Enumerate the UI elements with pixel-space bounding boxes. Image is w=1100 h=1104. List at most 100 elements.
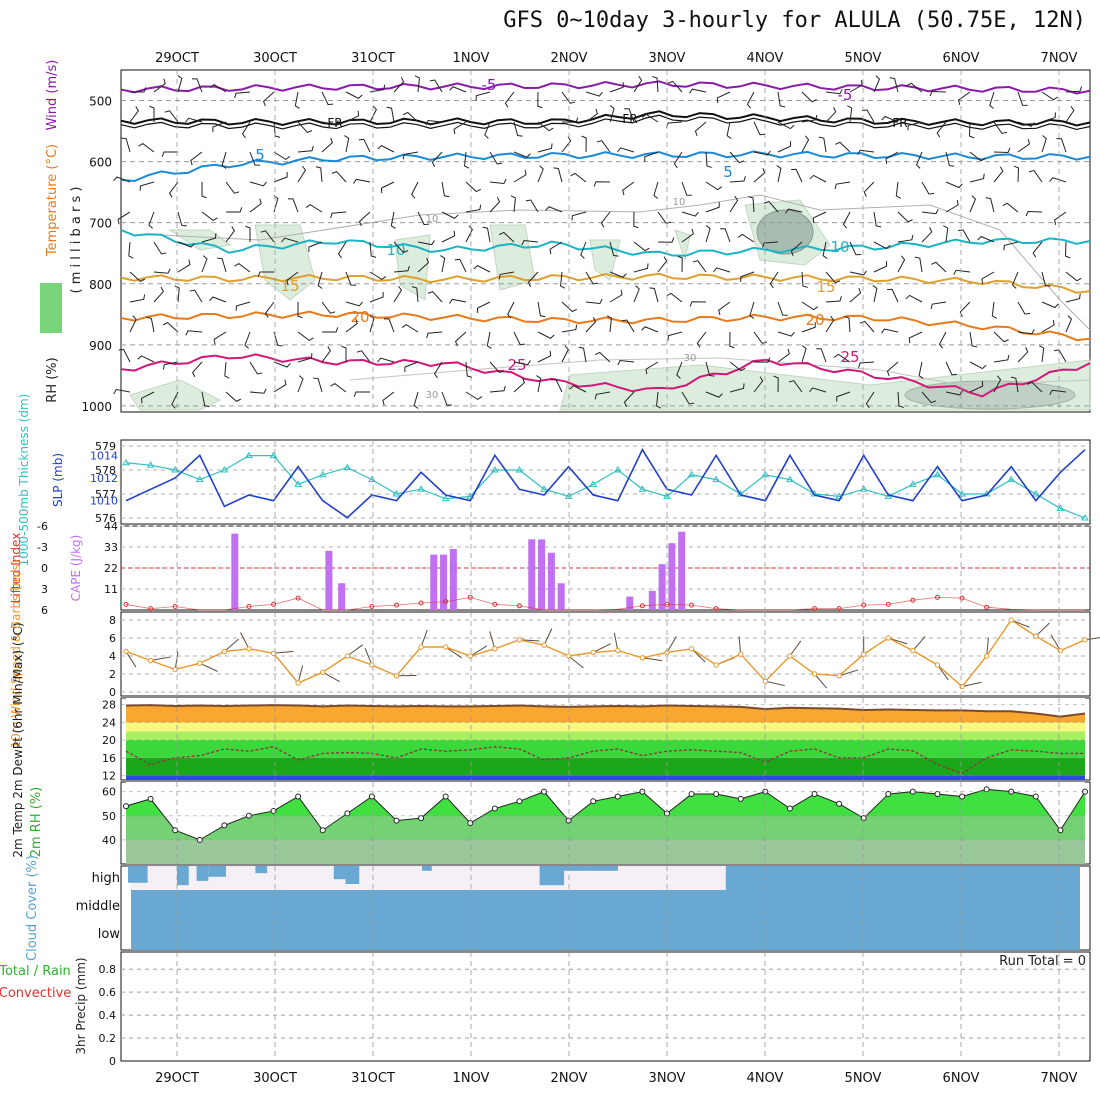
wind-barb xyxy=(114,390,130,394)
wind-barb xyxy=(959,92,970,105)
wind-barb xyxy=(727,122,731,138)
wind-barb xyxy=(994,355,1009,362)
wind-barb xyxy=(298,332,313,340)
wind-barb xyxy=(250,362,262,374)
wind10-barb xyxy=(614,633,617,651)
wind10-barb xyxy=(642,658,662,661)
wind-barb xyxy=(562,346,568,362)
wind-barb xyxy=(1056,139,1066,152)
wind-barb xyxy=(129,242,133,258)
wind10-marker xyxy=(493,647,497,651)
wind-barb xyxy=(719,302,730,315)
wind-barb xyxy=(331,384,346,392)
ytick-li: 0 xyxy=(41,562,48,575)
contour-label-10: 10 xyxy=(673,197,686,208)
ytick-rh: 40 xyxy=(102,834,116,847)
wind10-marker xyxy=(468,654,472,658)
wind10-marker xyxy=(911,648,915,652)
wind-barb xyxy=(717,92,730,103)
wind10-barb xyxy=(765,681,784,685)
wind10-barb xyxy=(544,629,552,646)
wind-barb xyxy=(450,87,466,92)
wind-barb xyxy=(667,293,682,302)
wind10-marker xyxy=(812,672,816,676)
ytick-pressure: 900 xyxy=(89,339,112,353)
wind-barb xyxy=(706,226,710,242)
wind10-marker xyxy=(124,649,128,653)
wind10-marker xyxy=(640,656,644,660)
contour-label-15: 15 xyxy=(280,277,299,295)
ytick-rh: 50 xyxy=(102,810,116,823)
wind-barb xyxy=(121,138,130,152)
wind-barb xyxy=(668,332,682,341)
cloud-high-block xyxy=(177,866,189,885)
wind10-marker xyxy=(616,648,620,652)
wind10-marker xyxy=(321,670,325,674)
wind-barb xyxy=(178,212,187,226)
wind10-marker xyxy=(198,661,202,665)
ytick-wind10: 4 xyxy=(109,650,116,663)
cloud-high-block xyxy=(589,866,618,871)
date-label-top: 2NOV xyxy=(551,51,588,66)
ytick-temp: 28 xyxy=(102,699,116,712)
wind10-barb xyxy=(569,656,584,668)
wind-barb xyxy=(538,92,543,108)
wind-barb xyxy=(714,268,730,272)
wind-barb xyxy=(274,196,278,212)
wind-barb xyxy=(946,200,958,212)
date-label-bottom: 5NOV xyxy=(845,1071,882,1086)
contour-label-5: 5 xyxy=(723,163,733,181)
wind10-marker xyxy=(345,654,349,658)
wind-barb xyxy=(690,302,706,307)
series-li xyxy=(126,597,1085,610)
date-label-bottom: 6NOV xyxy=(943,1071,980,1086)
date-label-bottom: 1NOV xyxy=(453,1071,490,1086)
axis-label-millibars: ( m i l l i b a r s ) xyxy=(69,187,84,294)
wind-barb xyxy=(994,332,1009,342)
wind-barb xyxy=(994,122,1007,133)
ytick-temp: 20 xyxy=(102,734,116,747)
wind-barb xyxy=(601,212,610,227)
wind-barb xyxy=(536,376,540,392)
wind-barb xyxy=(826,107,836,122)
ytick-pressure: 500 xyxy=(89,95,112,109)
wind10-barb xyxy=(347,645,363,656)
rh-marker xyxy=(394,818,399,823)
wind-barb xyxy=(695,122,706,136)
wind-barb xyxy=(505,92,514,107)
wind10-marker xyxy=(1083,638,1087,642)
wind-barb xyxy=(890,78,898,92)
thickness-marker xyxy=(123,460,129,465)
rh-marker xyxy=(935,792,940,797)
wind-barb xyxy=(819,137,826,152)
rh-marker xyxy=(886,792,891,797)
wind-barb xyxy=(455,259,466,272)
wind10-marker xyxy=(1009,618,1013,622)
wind-barb xyxy=(649,288,658,302)
wind10-barb xyxy=(151,657,171,660)
wind-barb xyxy=(119,350,130,362)
wind-barb xyxy=(682,182,692,195)
wind-barb xyxy=(690,89,706,93)
wind10-marker xyxy=(1034,634,1038,638)
axis-label-rh: RH (%) xyxy=(45,357,60,402)
wind-barb xyxy=(236,302,250,311)
wind-barb xyxy=(538,302,545,317)
wind-barb xyxy=(930,92,946,97)
rh-marker xyxy=(837,801,842,806)
wind-barb xyxy=(387,107,394,122)
wind-barb xyxy=(538,166,543,182)
wind10-marker xyxy=(984,654,988,658)
ytick-rh: 60 xyxy=(102,786,116,799)
wind-barb xyxy=(298,146,313,152)
wind-barb xyxy=(1003,203,1018,212)
wind-barb xyxy=(546,207,562,212)
wind-barb xyxy=(623,182,634,195)
wind-barb xyxy=(138,356,154,362)
ytick-li: 6 xyxy=(41,604,48,617)
wind-barb xyxy=(850,288,861,302)
wind-barb xyxy=(658,212,671,223)
wind-barb xyxy=(954,270,970,274)
wind10-marker xyxy=(296,681,300,685)
wind-barb xyxy=(140,182,154,191)
